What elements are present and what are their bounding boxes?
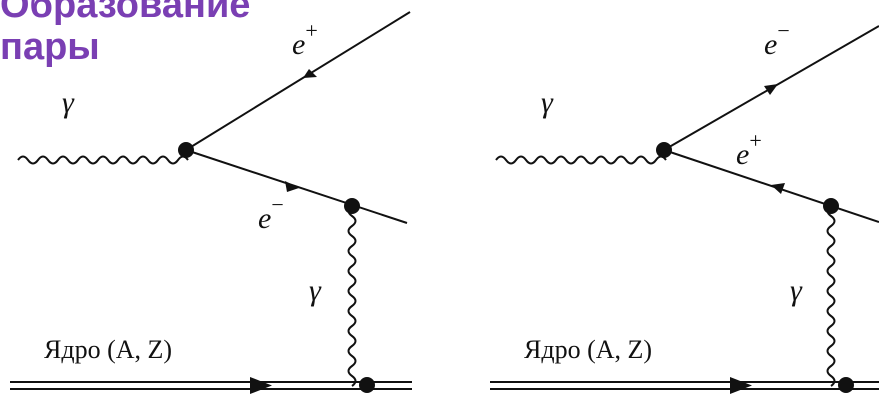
incoming-photon-line — [17, 155, 189, 165]
nucleus-arrow-icon — [250, 377, 272, 394]
vertex-nucleus — [838, 377, 854, 393]
vertex-nucleus — [359, 377, 375, 393]
electron-label: e− — [258, 192, 284, 235]
electron-line — [185, 149, 408, 224]
nucleus-label: Ядро (A, Z) — [524, 335, 652, 364]
nucleus-arrow-icon — [730, 377, 752, 394]
slide-title: Образование пары — [0, 0, 250, 68]
vertex-electron — [344, 198, 360, 214]
positron-line — [663, 149, 879, 223]
virtual-photon-label: γ — [790, 274, 803, 307]
positron-label: e+ — [736, 128, 762, 171]
diagram-left: γ e+ e− γ Ядро (A, Z) — [10, 11, 412, 394]
electron-label: e− — [764, 18, 790, 61]
vertex-positron — [823, 198, 839, 214]
nucleus-label: Ядро (A, Z) — [44, 335, 172, 364]
positron-arrow-icon — [771, 183, 785, 194]
slide-title-line-2: пары — [0, 26, 100, 68]
electron-arrow-icon — [764, 84, 778, 95]
positron-arrow-icon — [303, 69, 317, 78]
positron-line — [185, 11, 411, 151]
photon-label: γ — [541, 86, 554, 119]
photon-label: γ — [62, 86, 75, 119]
vertex-photon — [656, 142, 672, 158]
electron-arrow-icon — [285, 181, 299, 192]
positron-label: e+ — [292, 18, 318, 61]
diagram-right: γ e− e+ γ Ядро (A, Z) — [490, 18, 879, 394]
virtual-photon-line — [347, 205, 357, 387]
virtual-photon-label: γ — [309, 274, 322, 307]
vertex-photon — [178, 142, 194, 158]
incoming-photon-line — [495, 155, 667, 165]
slide-title-line-1: Образование — [0, 0, 251, 26]
virtual-photon-line — [826, 205, 836, 387]
